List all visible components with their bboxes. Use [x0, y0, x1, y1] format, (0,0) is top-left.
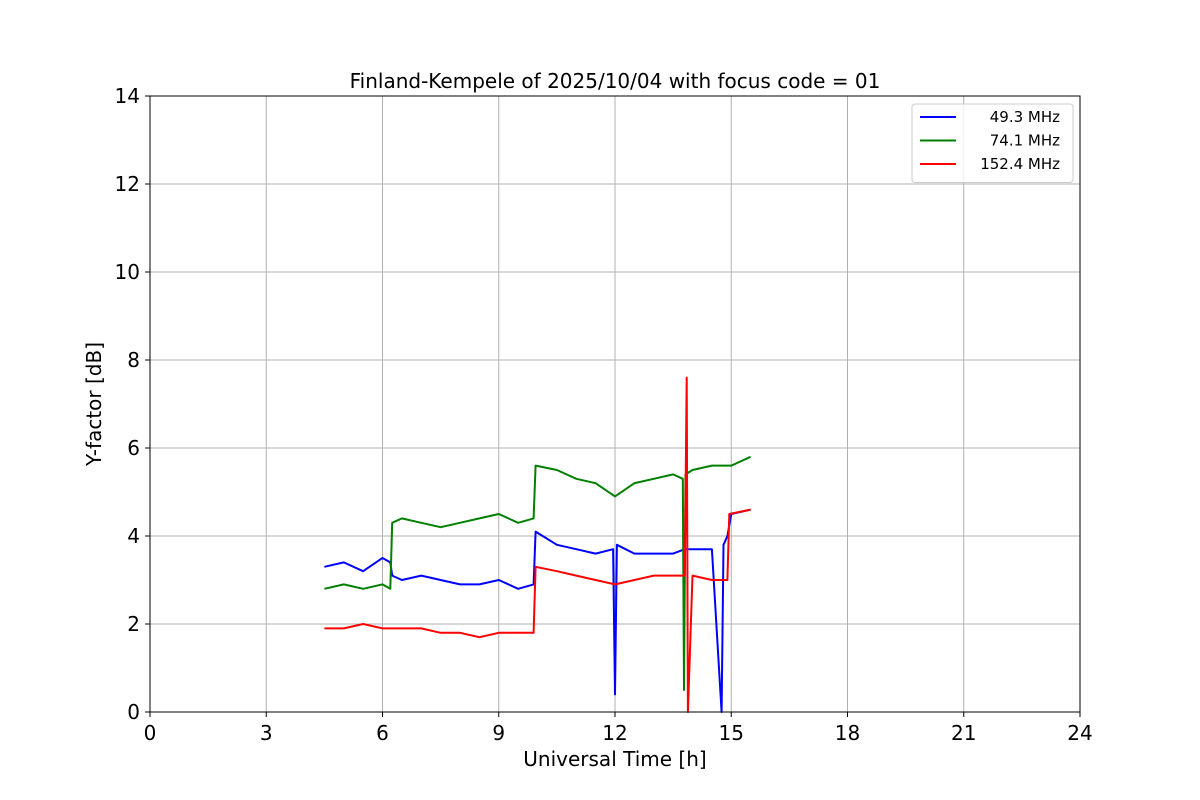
y-tick-label: 8: [127, 348, 140, 372]
legend-box: [911, 103, 1074, 183]
y-tick-label: 6: [127, 436, 140, 460]
x-tick-label: 21: [951, 721, 976, 745]
x-tick-label: 18: [835, 721, 860, 745]
legend-label: 49.3 MHz: [990, 108, 1060, 126]
y-tick-label: 4: [127, 524, 140, 548]
legend-label: 152.4 MHz: [980, 155, 1060, 173]
series-line-0: [324, 508, 751, 713]
y-tick-label: 2: [127, 612, 140, 636]
x-tick-label: 15: [719, 721, 744, 745]
x-tick-label: 12: [602, 721, 627, 745]
x-tick-label: 3: [260, 721, 273, 745]
x-tick-label: 0: [144, 721, 157, 745]
legend: 49.3 MHz 74.1 MHz 152.4 MHz: [911, 103, 1074, 183]
x-tick-label: 6: [376, 721, 389, 745]
series-line-1: [324, 455, 752, 691]
y-tick-label: 0: [127, 700, 140, 724]
series-line-2: [324, 376, 751, 713]
y-tick-label: 14: [115, 84, 140, 108]
y-tick-label: 10: [115, 260, 140, 284]
x-tick-label: 9: [492, 721, 505, 745]
x-tick-label: 24: [1067, 721, 1092, 745]
legend-label: 74.1 MHz: [990, 132, 1060, 150]
y-axis-label: Y-factor [dB]: [82, 342, 106, 467]
x-axis-label: Universal Time [h]: [523, 747, 706, 771]
y-tick-label: 12: [115, 172, 140, 196]
chart-title: Finland-Kempele of 2025/10/04 with focus…: [350, 69, 881, 93]
series-layer: [324, 376, 752, 713]
